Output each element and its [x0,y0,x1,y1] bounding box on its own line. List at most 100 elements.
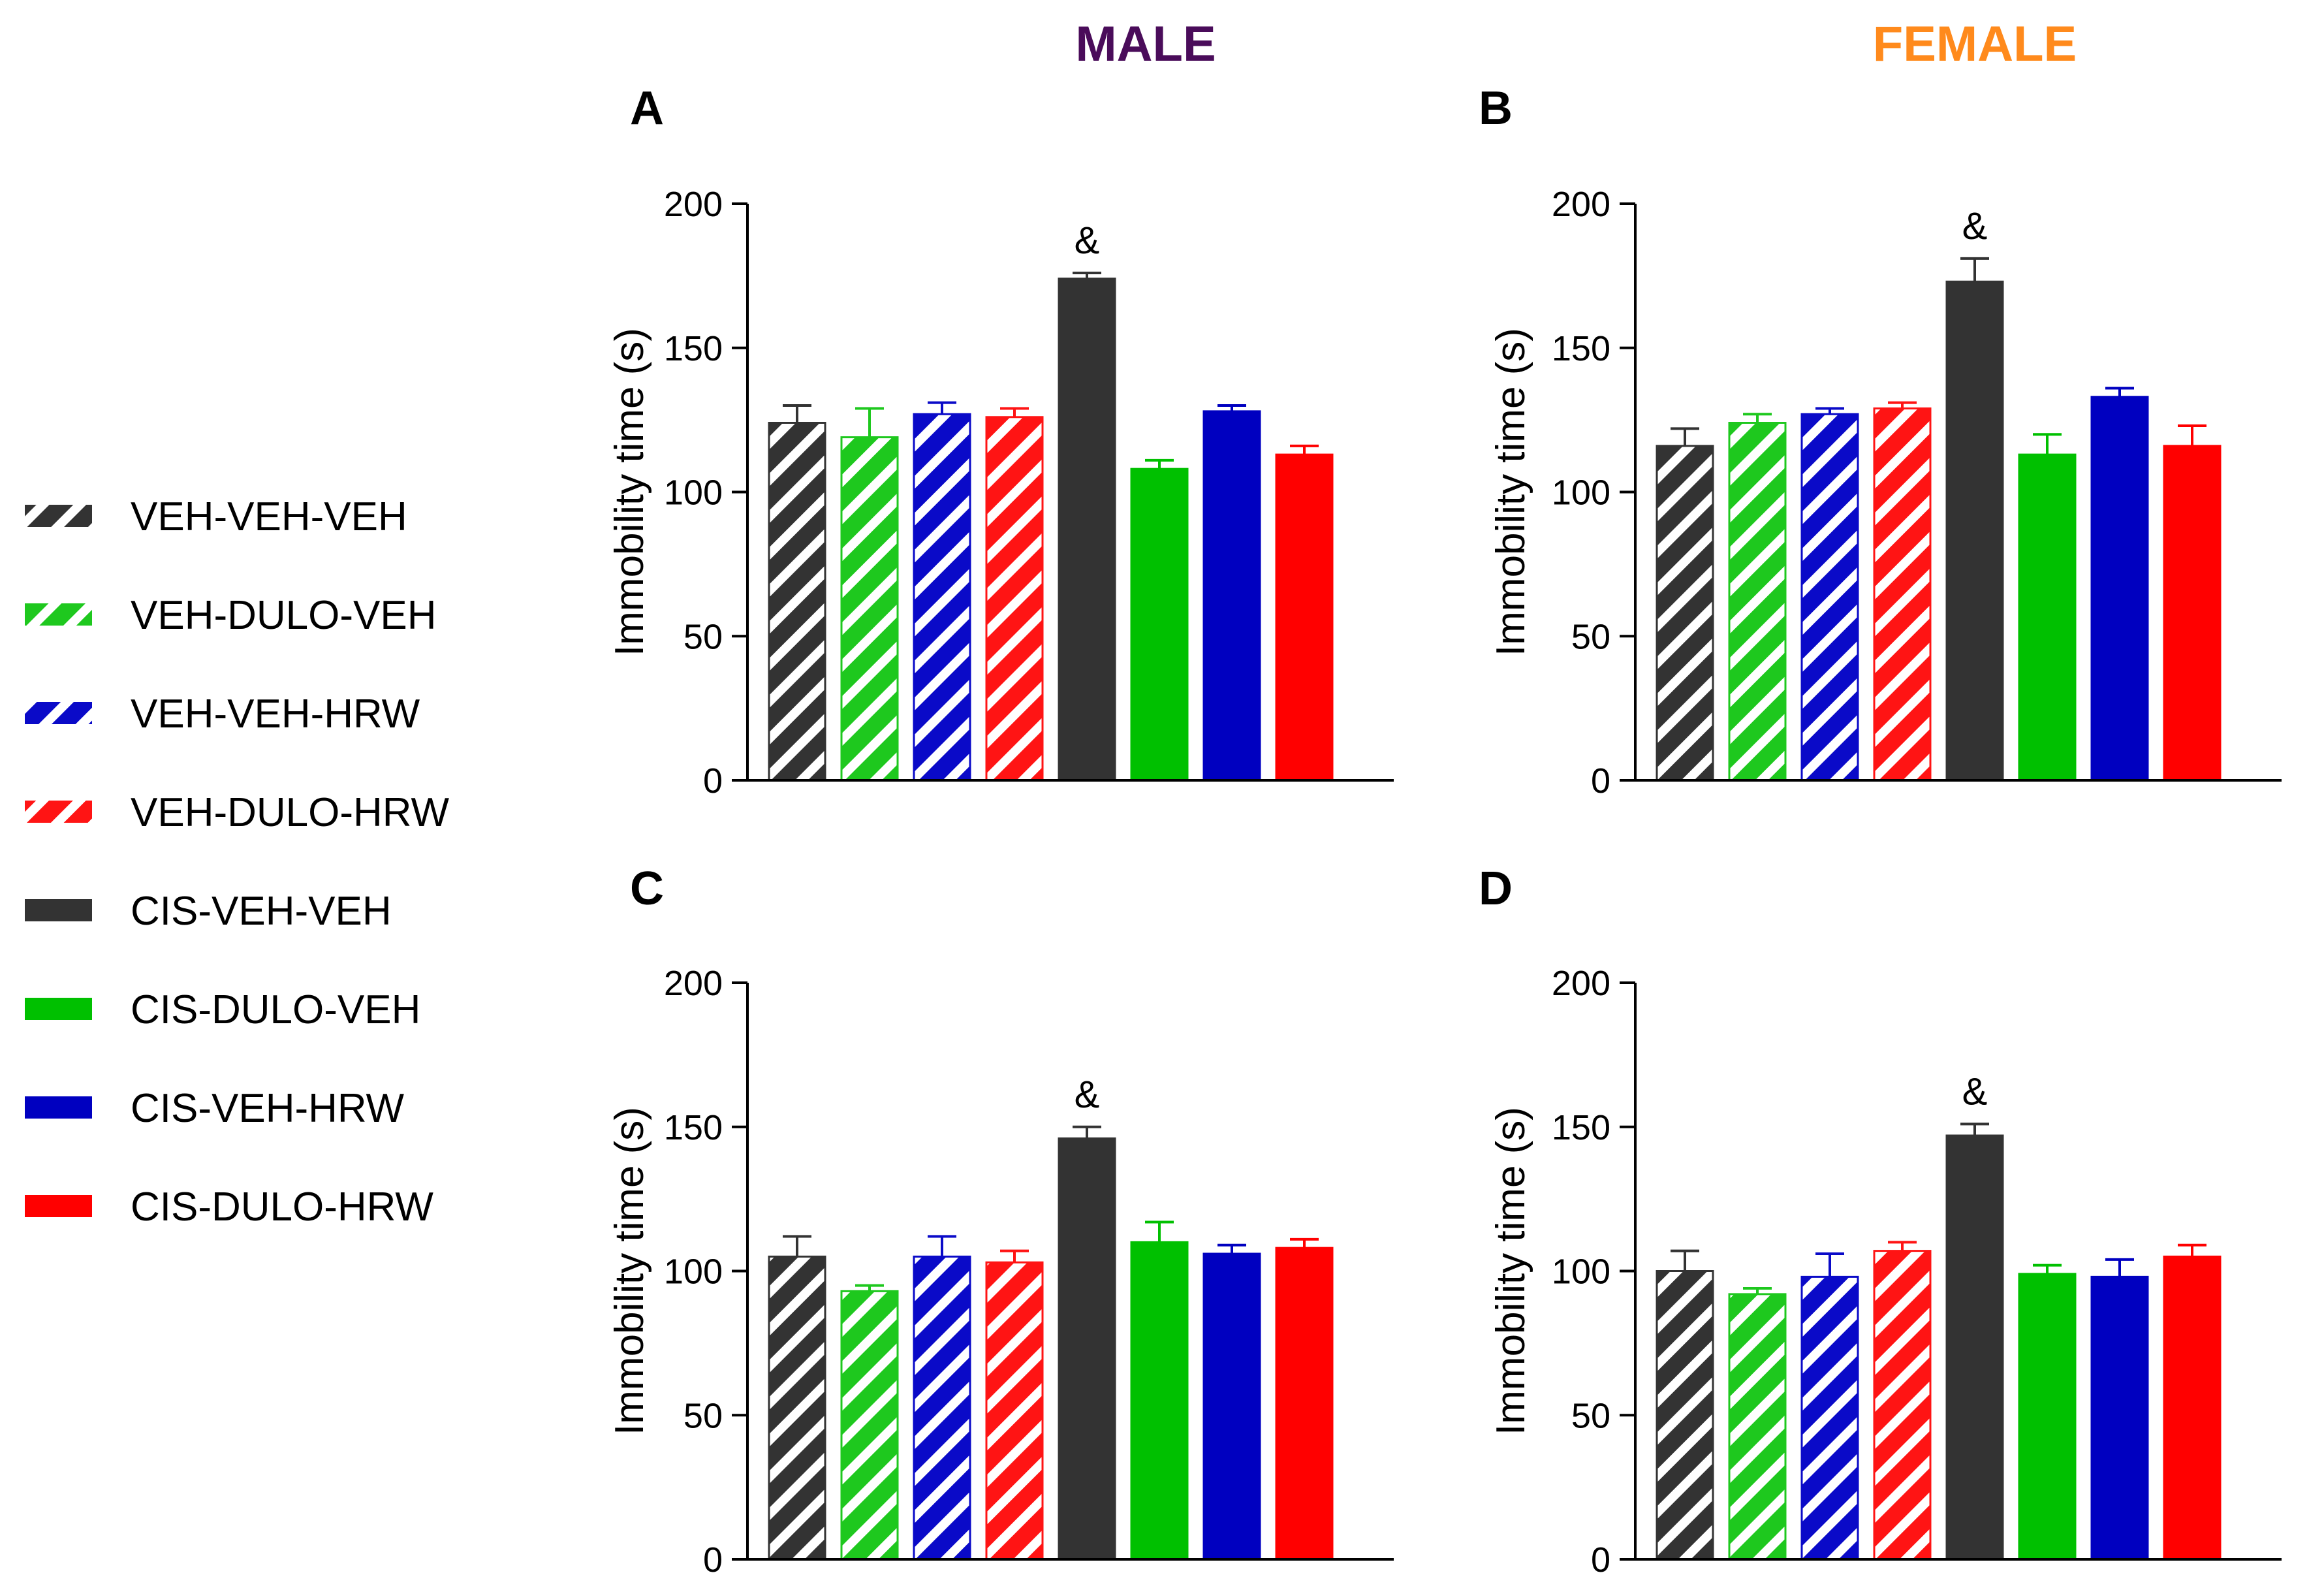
error-bar [1960,257,1989,282]
significance-marker: & [1962,1070,1988,1113]
error-bar [928,1235,956,1257]
y-tick-label: 150 [664,329,723,368]
y-axis-label: Immobility time (s) [1488,1107,1533,1435]
legend-label: CIS-DULO-VEH [131,987,420,1032]
bar [1947,281,2003,781]
bar [1276,1248,1332,1559]
legend-label: VEH-DULO-VEH [131,593,437,638]
error-bar [1888,1241,1917,1251]
error-bar [1743,413,1772,423]
bar [1802,1277,1858,1559]
error-bar [1000,407,1029,417]
legend-swatch [25,603,92,626]
error-bar [1815,1252,1844,1277]
bar-outline [840,1290,899,1559]
legend-swatch [25,505,92,527]
y-tick-label: 200 [664,964,723,1003]
significance-marker: & [1075,219,1100,262]
error-bar [2033,433,2062,455]
bar [1204,1254,1260,1559]
panel-b: B & 0 50 100 150 200 Immobility time (s) [1479,82,2282,801]
bar [1131,469,1187,780]
legend-label: CIS-DULO-HRW [131,1185,433,1230]
error-bar [1290,1237,1319,1249]
bar [1657,1271,1713,1559]
bar [1874,1250,1930,1559]
bar [2019,1273,2075,1559]
legend-swatch [25,801,92,823]
panel-letter: D [1479,863,1513,915]
legend: VEH-VEH-VEH VEH-DULO-VEH VEH-VEH-HRW VEH-DU… [25,494,449,1230]
bar [1657,445,1713,780]
y-axis-label: Immobility time (s) [1488,328,1533,656]
bar [1874,408,1930,780]
y-axis-label: Immobility time (s) [607,328,652,656]
error-bar [1290,444,1319,455]
legend-swatch [25,702,92,724]
y-tick-label: 0 [1591,1540,1610,1575]
error-bar [1217,404,1246,411]
bar [2092,1277,2148,1559]
y-tick-label: 50 [1571,617,1610,656]
y-axis-label: Immobility time (s) [607,1107,652,1435]
panel-a: A & 0 50 100 150 200 Immobility time (s) [607,82,1394,801]
bar-outline [2018,1273,2077,1559]
panels: A & 0 50 100 150 200 Immobility time (s) B & 0 50 10… [607,82,2282,1575]
error-bar [1960,1122,1989,1136]
bar [769,422,825,780]
y-tick-label: 200 [1552,185,1610,224]
bar [1947,1135,2003,1559]
error-bar [1888,401,1917,409]
error-bar [1815,407,1844,415]
bar [1131,1242,1187,1559]
panel-letter: C [630,863,664,915]
panel-letter: B [1479,82,1513,135]
panel-d: D & 0 50 100 150 200 Immobility time (s) [1479,863,2282,1575]
error-bar [1145,458,1174,469]
bar [914,1256,970,1559]
bar [1729,422,1785,780]
error-bar [2105,1258,2134,1277]
error-bar [1000,1249,1029,1263]
bar-outline [985,1261,1044,1559]
error-bar [1073,1125,1101,1139]
error-bar [783,404,811,423]
bar [1802,414,1858,780]
panel-letter: A [630,82,664,135]
legend-label: CIS-VEH-HRW [131,1086,405,1131]
bar [841,437,898,780]
legend-label: VEH-DULO-HRW [131,790,449,835]
error-bar [855,407,884,438]
y-tick-label: 50 [1571,1396,1610,1435]
y-tick-label: 0 [1591,761,1610,801]
legend-swatch [25,899,92,921]
error-bar [855,1284,884,1292]
header-female: FEMALE [1873,16,2077,72]
y-tick-label: 0 [703,761,723,801]
y-tick-label: 50 [683,1396,723,1435]
y-tick-label: 150 [664,1108,723,1147]
y-tick-label: 50 [683,617,723,656]
bar [1204,411,1260,780]
error-bar [1743,1286,1772,1294]
bar [2164,1256,2220,1559]
bar [769,1256,825,1559]
y-tick-label: 200 [1552,964,1610,1003]
error-bar [2105,387,2134,397]
bar-outline [913,1255,971,1559]
bar [1729,1294,1785,1559]
bar [2164,445,2220,780]
error-bar [2178,424,2206,446]
y-tick-label: 100 [1552,473,1610,513]
header-male: MALE [1075,16,1216,72]
bar-outline [768,1255,826,1559]
significance-marker: & [1075,1074,1100,1116]
bar [1059,278,1115,780]
bar-outline [2163,1255,2222,1559]
error-bar [2178,1243,2206,1257]
legend-label: CIS-VEH-VEH [131,889,392,934]
bar [1276,454,1332,780]
bar [2019,454,2075,780]
error-bar [1671,1249,1699,1271]
